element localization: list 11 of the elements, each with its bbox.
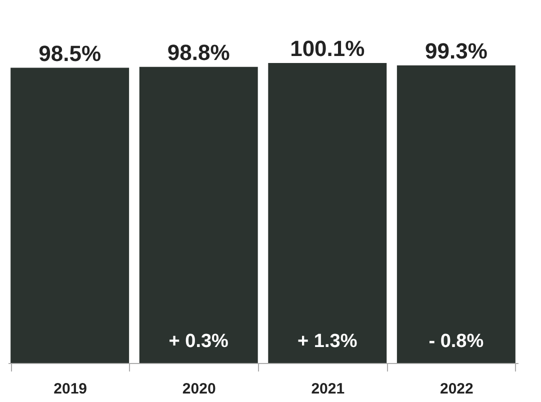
annotation: - 0.8% — [428, 331, 484, 352]
data-label: 100.1% — [290, 36, 365, 61]
annotation: + 1.3% — [298, 331, 358, 352]
annotation: + 0.3% — [168, 331, 229, 352]
x-tick-label: 2019 — [54, 380, 88, 398]
x-tick-label: 2022 — [440, 380, 474, 398]
data-label: 99.3% — [424, 38, 488, 64]
data-label: 98.8% — [167, 40, 230, 65]
x-tick-label: 2020 — [182, 380, 216, 398]
data-label: 98.5% — [38, 40, 102, 66]
x-tick-label: 2021 — [311, 380, 345, 398]
